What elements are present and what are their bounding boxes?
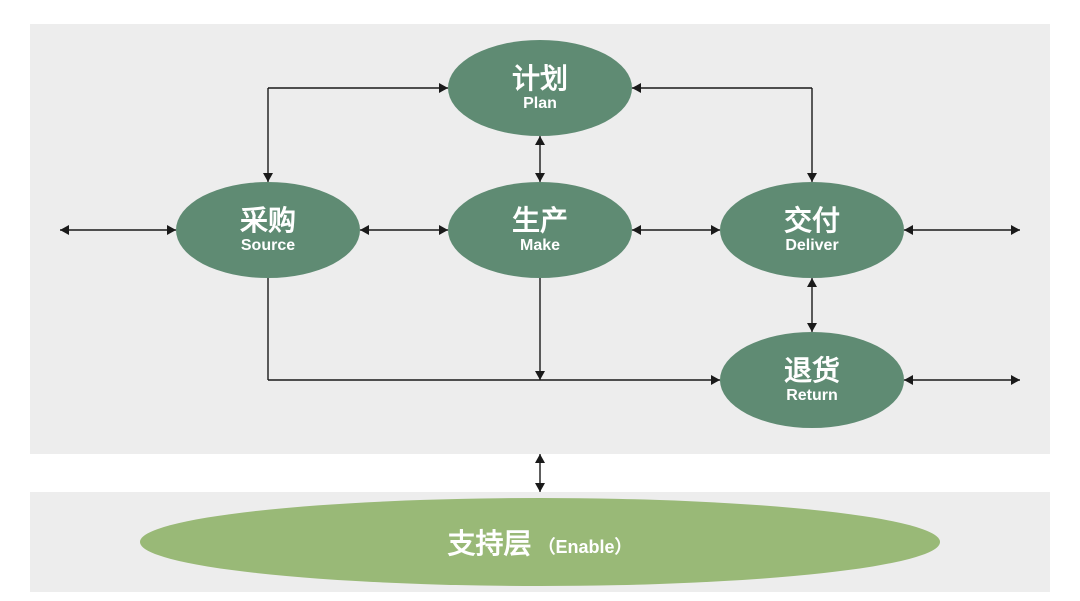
node-source-label-cn: 采购: [240, 205, 296, 237]
node-make-label-en: Make: [520, 237, 560, 255]
node-enable-label-en: （Enable）: [537, 533, 632, 559]
node-source-label-en: Source: [241, 237, 295, 255]
node-return: 退货 Return: [720, 332, 904, 428]
node-deliver-label-en: Deliver: [785, 237, 838, 255]
node-plan-label-cn: 计划: [512, 63, 568, 95]
node-enable: 支持层 （Enable）: [140, 498, 940, 586]
node-enable-label-cn: 支持层: [447, 522, 531, 562]
node-deliver-label-cn: 交付: [784, 205, 840, 237]
node-plan-label-en: Plan: [523, 95, 557, 113]
diagram-canvas: 计划 Plan 采购 Source 生产 Make 交付 Deliver 退货 …: [0, 0, 1080, 601]
node-make: 生产 Make: [448, 182, 632, 278]
node-deliver: 交付 Deliver: [720, 182, 904, 278]
node-make-label-cn: 生产: [512, 205, 568, 237]
node-return-label-en: Return: [786, 387, 838, 405]
node-plan: 计划 Plan: [448, 40, 632, 136]
node-source: 采购 Source: [176, 182, 360, 278]
node-return-label-cn: 退货: [784, 355, 840, 387]
